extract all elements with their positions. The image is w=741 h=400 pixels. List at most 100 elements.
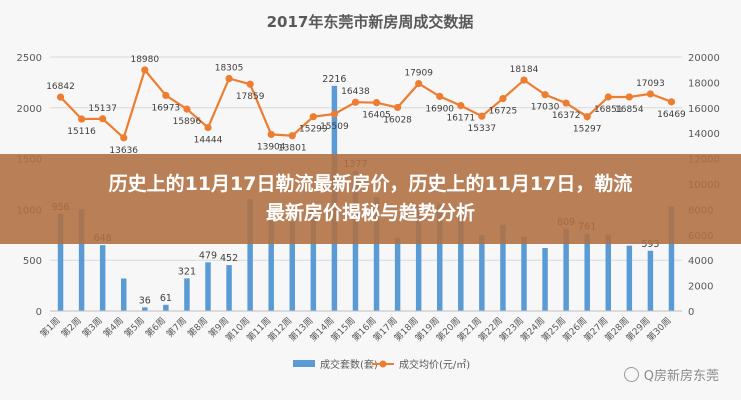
bar bbox=[205, 262, 211, 311]
right-axis-tick-label: 14000 bbox=[688, 129, 720, 140]
bar bbox=[521, 236, 527, 311]
price-point bbox=[625, 93, 633, 101]
price-point bbox=[667, 98, 676, 106]
bar bbox=[99, 245, 106, 311]
price-point bbox=[351, 98, 360, 106]
bar bbox=[373, 197, 380, 311]
bar bbox=[163, 304, 169, 311]
price-data-label: 15116 bbox=[67, 127, 96, 137]
watermark-text: Q房新房东莞 bbox=[643, 369, 719, 384]
chart-title: 2017年东莞市新房周成交数据 bbox=[267, 13, 474, 31]
price-data-label: 16469 bbox=[657, 110, 686, 120]
price-point bbox=[330, 110, 338, 118]
price-point bbox=[183, 105, 191, 113]
right-axis-tick-label: 20000 bbox=[688, 53, 720, 64]
bar bbox=[563, 228, 569, 311]
price-point bbox=[99, 115, 107, 123]
bar-data-label: 61 bbox=[160, 293, 172, 304]
price-data-label: 17909 bbox=[404, 69, 433, 79]
price-data-label: 17030 bbox=[531, 103, 560, 113]
price-point bbox=[267, 130, 275, 139]
price-point bbox=[225, 74, 233, 83]
right-axis-tick-label: 2000 bbox=[688, 282, 713, 293]
bar bbox=[142, 307, 148, 311]
price-data-label: 18184 bbox=[510, 65, 539, 75]
bar bbox=[415, 206, 422, 311]
bar bbox=[668, 206, 675, 311]
bar-data-label: 2216 bbox=[322, 74, 346, 85]
watermark: Q房新房东莞 bbox=[623, 365, 719, 384]
price-data-label: 15509 bbox=[320, 122, 349, 132]
price-point bbox=[372, 99, 381, 107]
price-data-label: 15896 bbox=[173, 117, 202, 127]
price-data-label: 13636 bbox=[109, 146, 138, 156]
price-data-label: 13904 bbox=[257, 142, 286, 152]
bar bbox=[605, 234, 612, 311]
price-point bbox=[120, 134, 128, 142]
legend-label-bars: 成交套数(套) bbox=[320, 358, 378, 371]
left-axis-tick-label: 2000 bbox=[17, 104, 42, 115]
bar-data-label: 479 bbox=[199, 250, 217, 261]
price-data-label: 16372 bbox=[552, 111, 581, 121]
price-data-label: 15337 bbox=[468, 124, 497, 134]
headline-banner: 历史上的11月17日勒流最新房价，历史上的11月17日，勒流 最新房价揭秘与趋势… bbox=[0, 154, 741, 244]
price-data-label: 15137 bbox=[88, 104, 117, 114]
price-point bbox=[436, 92, 444, 100]
price-point bbox=[309, 113, 317, 121]
price-data-label: 16900 bbox=[425, 104, 454, 114]
bar bbox=[310, 209, 317, 311]
price-data-label: 16028 bbox=[383, 115, 412, 125]
price-data-label: 14444 bbox=[194, 136, 223, 146]
price-point bbox=[541, 91, 549, 99]
legend-marker-line bbox=[379, 360, 387, 368]
price-data-label: 18305 bbox=[215, 64, 244, 74]
bar bbox=[479, 234, 485, 311]
legend-swatch-bars bbox=[293, 360, 315, 367]
bar bbox=[436, 204, 443, 311]
price-data-label: 16725 bbox=[489, 107, 518, 117]
price-data-label: 16405 bbox=[362, 111, 391, 121]
price-data-label: 16851 bbox=[594, 105, 623, 115]
bar bbox=[289, 221, 296, 311]
bar bbox=[120, 278, 127, 311]
price-point bbox=[56, 93, 65, 101]
price-point bbox=[288, 132, 296, 140]
price-point bbox=[415, 79, 423, 88]
bar bbox=[626, 245, 633, 311]
bar bbox=[78, 209, 85, 311]
right-axis-tick-label: 0 bbox=[688, 307, 694, 318]
price-data-label: 15297 bbox=[573, 125, 602, 135]
bar bbox=[542, 248, 548, 311]
bar bbox=[500, 224, 506, 311]
bar bbox=[247, 199, 253, 311]
bar bbox=[458, 205, 464, 311]
price-point bbox=[394, 103, 402, 112]
left-axis-tick-label: 500 bbox=[23, 256, 42, 267]
price-data-label: 17093 bbox=[636, 79, 665, 89]
price-line bbox=[59, 67, 672, 140]
price-point bbox=[78, 115, 86, 123]
bar-data-label: 36 bbox=[139, 295, 151, 306]
right-axis-tick-label: 16000 bbox=[688, 104, 720, 115]
legend-label-line: 成交均价(元/㎡) bbox=[399, 358, 470, 371]
bar bbox=[226, 265, 232, 311]
bar-data-label: 321 bbox=[178, 266, 196, 277]
price-point bbox=[246, 80, 254, 88]
price-data-label: 18980 bbox=[130, 55, 159, 65]
price-point bbox=[604, 93, 612, 101]
bar-data-label: 593 bbox=[641, 239, 659, 250]
wechat-icon bbox=[623, 367, 639, 382]
price-point bbox=[162, 91, 170, 100]
price-point bbox=[520, 76, 528, 84]
bar bbox=[184, 278, 190, 311]
price-point bbox=[562, 99, 570, 107]
price-point bbox=[646, 90, 655, 98]
price-point bbox=[499, 94, 507, 103]
bar bbox=[394, 237, 401, 311]
price-data-label: 15299 bbox=[299, 125, 328, 135]
price-point bbox=[141, 66, 149, 74]
headline-line-1: 历史上的11月17日勒流最新房价，历史上的11月17日，勒流 bbox=[108, 173, 633, 195]
price-data-label: 17859 bbox=[236, 92, 265, 102]
right-axis-tick-label: 18000 bbox=[688, 78, 720, 89]
